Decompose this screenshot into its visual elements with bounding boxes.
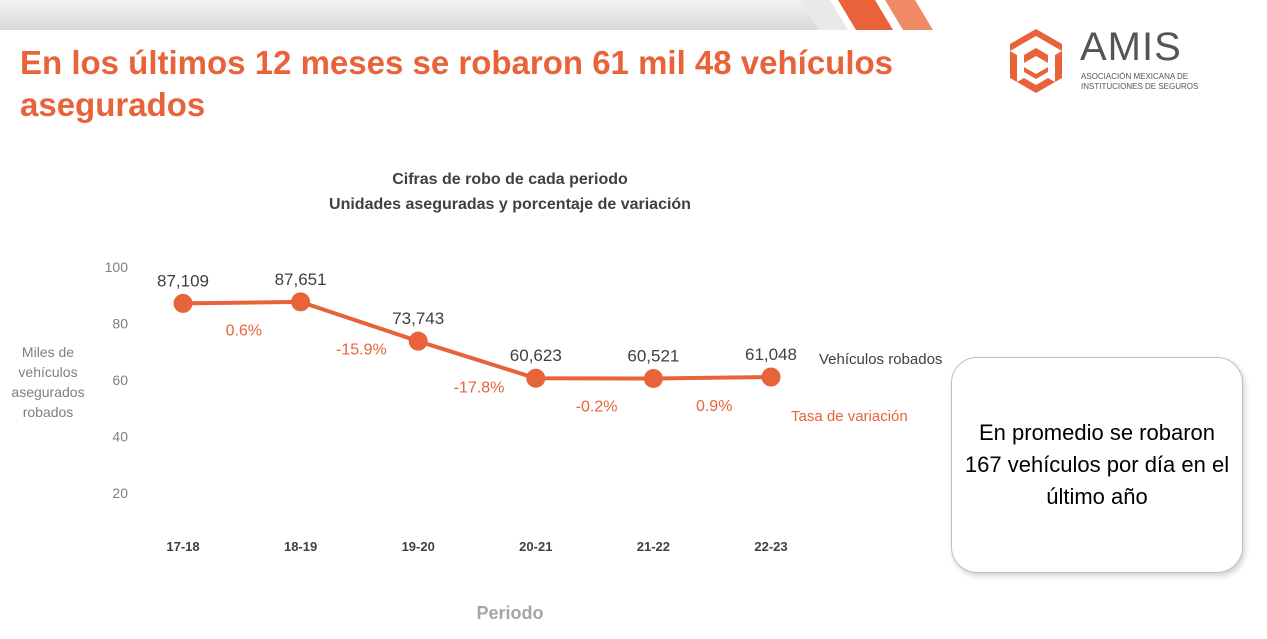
logo-subtitle-line2: INSTITUCIONES DE SEGUROS xyxy=(1081,82,1199,91)
logo-name: AMIS xyxy=(1080,25,1182,69)
x-tick-label: 22-23 xyxy=(754,539,787,554)
x-tick-label: 17-18 xyxy=(166,539,199,554)
x-tick-label: 21-22 xyxy=(637,539,670,554)
y-axis-title: Miles de vehículos asegurados robados xyxy=(11,344,85,420)
y-tick-label: 20 xyxy=(112,485,128,501)
data-point xyxy=(526,368,546,388)
summary-callout: En promedio se robaron 167 vehículos por… xyxy=(951,357,1243,573)
variation-label: 0.6% xyxy=(226,323,262,340)
x-tick-label: 20-21 xyxy=(519,539,552,554)
logo-subtitle-line1: ASOCIACIÓN MEXICANA DE xyxy=(1081,72,1189,81)
data-label: 87,651 xyxy=(275,270,327,289)
data-point xyxy=(408,331,428,351)
data-point xyxy=(173,293,193,313)
x-axis-title: Periodo xyxy=(476,603,544,623)
top-decoration-bar xyxy=(0,0,933,30)
x-tick-label: 18-19 xyxy=(284,539,317,554)
variation-label: -0.2% xyxy=(576,398,618,415)
variation-label: -17.8% xyxy=(454,380,505,397)
variation-label: 0.9% xyxy=(696,398,732,415)
series-line xyxy=(182,299,772,381)
y-tick-label: 80 xyxy=(112,316,128,332)
amis-logo: AMIS ASOCIACIÓN MEXICANA DE INSTITUCIONE… xyxy=(1000,25,1200,97)
data-label: 60,521 xyxy=(627,347,679,366)
x-tick-label: 19-20 xyxy=(402,539,435,554)
variation-label: -15.9% xyxy=(336,342,387,359)
chart-title: Cifras de robo de cada periodo xyxy=(392,171,628,188)
data-point xyxy=(291,292,311,312)
amis-logo-icon xyxy=(1010,29,1062,93)
data-label: 87,109 xyxy=(157,271,209,290)
data-label: 61,048 xyxy=(745,345,797,364)
page-title: En los últimos 12 meses se robaron 61 mi… xyxy=(20,44,894,123)
data-label: 73,743 xyxy=(392,309,444,328)
y-tick-label: 40 xyxy=(112,429,128,445)
variation-legend-label: Tasa de variación xyxy=(791,408,908,425)
data-point xyxy=(761,367,781,387)
chart-subtitle: Unidades aseguradas y porcentaje de vari… xyxy=(329,196,691,213)
y-tick-label: 100 xyxy=(105,259,129,275)
data-label: 60,623 xyxy=(510,346,562,365)
line-chart: 20 40 60 80 100 17-18 18-19 19-20 20-21 21-22 22-2… xyxy=(105,259,943,554)
series-legend-label: Vehículos robados xyxy=(819,351,942,368)
data-point xyxy=(643,369,663,389)
callout-text: En promedio se robaron 167 vehículos por… xyxy=(964,420,1230,509)
y-tick-label: 60 xyxy=(112,372,128,388)
